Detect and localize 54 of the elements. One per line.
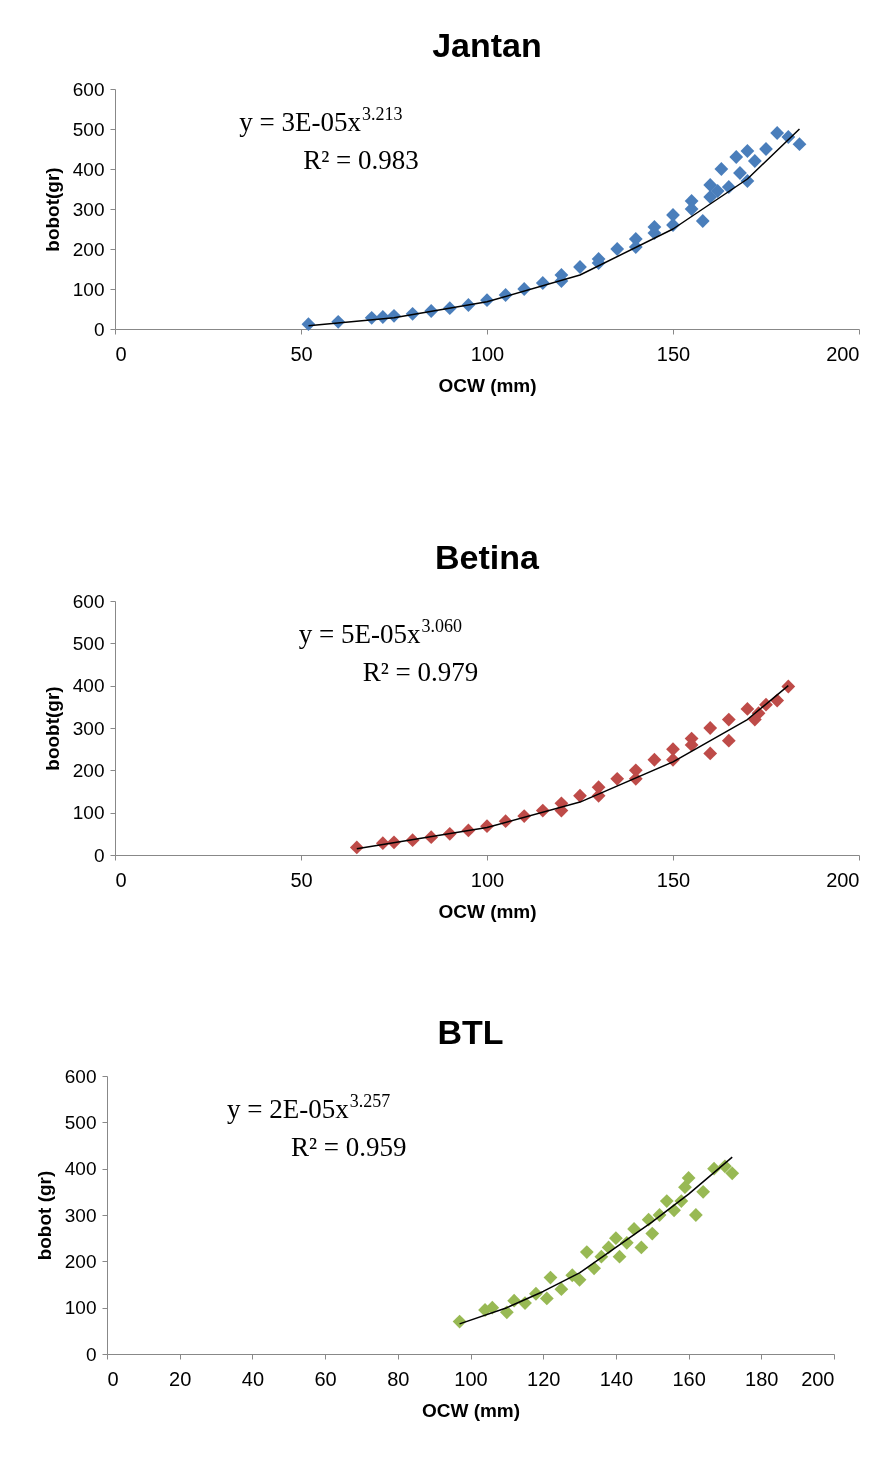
x-tick-label: 0 xyxy=(115,342,127,365)
x-tick-label: 60 xyxy=(314,1367,337,1390)
x-tick-label: 0 xyxy=(107,1367,119,1390)
y-tick-label: 100 xyxy=(72,278,105,300)
x-tick-label: 80 xyxy=(387,1367,410,1390)
chart-title: Betina xyxy=(435,538,541,576)
y-tick-label: 500 xyxy=(72,632,105,654)
y-axis-title: bobot(gr) xyxy=(41,167,63,252)
x-tick-label: 0 xyxy=(115,868,127,891)
y-tick-label: 200 xyxy=(72,759,105,781)
y-tick-label: 0 xyxy=(93,318,105,340)
y-tick-label: 200 xyxy=(64,1250,97,1272)
x-tick-label: 200 xyxy=(826,868,860,891)
x-tick-label: 40 xyxy=(241,1367,265,1390)
annotation: R² = 0.983 xyxy=(303,145,419,175)
x-tick-label: 100 xyxy=(470,342,505,365)
x-tick-label: 100 xyxy=(470,868,505,891)
x-tick-label: 100 xyxy=(454,1367,488,1390)
y-tick-label: 0 xyxy=(93,844,105,866)
x-tick-label: 50 xyxy=(290,342,313,365)
chart-title: BTL xyxy=(437,1013,504,1051)
x-axis-title: OCW (mm) xyxy=(438,374,537,396)
x-axis-title: OCW (mm) xyxy=(421,1399,521,1421)
y-axis-title: boobt(gr) xyxy=(41,686,63,771)
x-tick-label: 20 xyxy=(169,1367,192,1390)
y-tick-label: 200 xyxy=(72,238,105,260)
y-tick-label: 100 xyxy=(72,802,105,824)
x-tick-label: 160 xyxy=(672,1367,706,1390)
x-tick-label: 180 xyxy=(745,1367,779,1390)
y-tick-label: 300 xyxy=(64,1204,97,1226)
x-tick-label: 200 xyxy=(826,342,860,365)
chart-title: Jantan xyxy=(432,26,542,64)
x-tick-label: 50 xyxy=(290,868,313,891)
x-tick-label: 120 xyxy=(527,1367,561,1390)
y-tick-label: 600 xyxy=(72,590,105,612)
y-tick-label: 400 xyxy=(72,158,105,180)
annotation: R² = 0.979 xyxy=(362,657,479,687)
annotation: R² = 0.959 xyxy=(290,1132,407,1162)
y-tick-label: 100 xyxy=(64,1297,97,1319)
y-tick-label: 400 xyxy=(64,1158,97,1180)
y-tick-label: 500 xyxy=(72,118,105,140)
y-tick-label: 600 xyxy=(64,1065,97,1087)
y-tick-label: 300 xyxy=(72,198,105,220)
x-tick-label: 200 xyxy=(801,1367,835,1390)
x-tick-label: 150 xyxy=(656,868,691,891)
y-tick-label: 600 xyxy=(72,78,105,100)
y-tick-label: 400 xyxy=(72,675,105,697)
y-tick-label: 0 xyxy=(85,1343,97,1365)
x-tick-label: 150 xyxy=(656,342,691,365)
x-tick-label: 140 xyxy=(599,1367,634,1390)
y-axis-title: bobot (gr) xyxy=(33,1170,55,1261)
y-tick-label: 500 xyxy=(64,1111,97,1133)
x-axis-title: OCW (mm) xyxy=(438,900,537,922)
y-tick-label: 300 xyxy=(72,717,105,739)
